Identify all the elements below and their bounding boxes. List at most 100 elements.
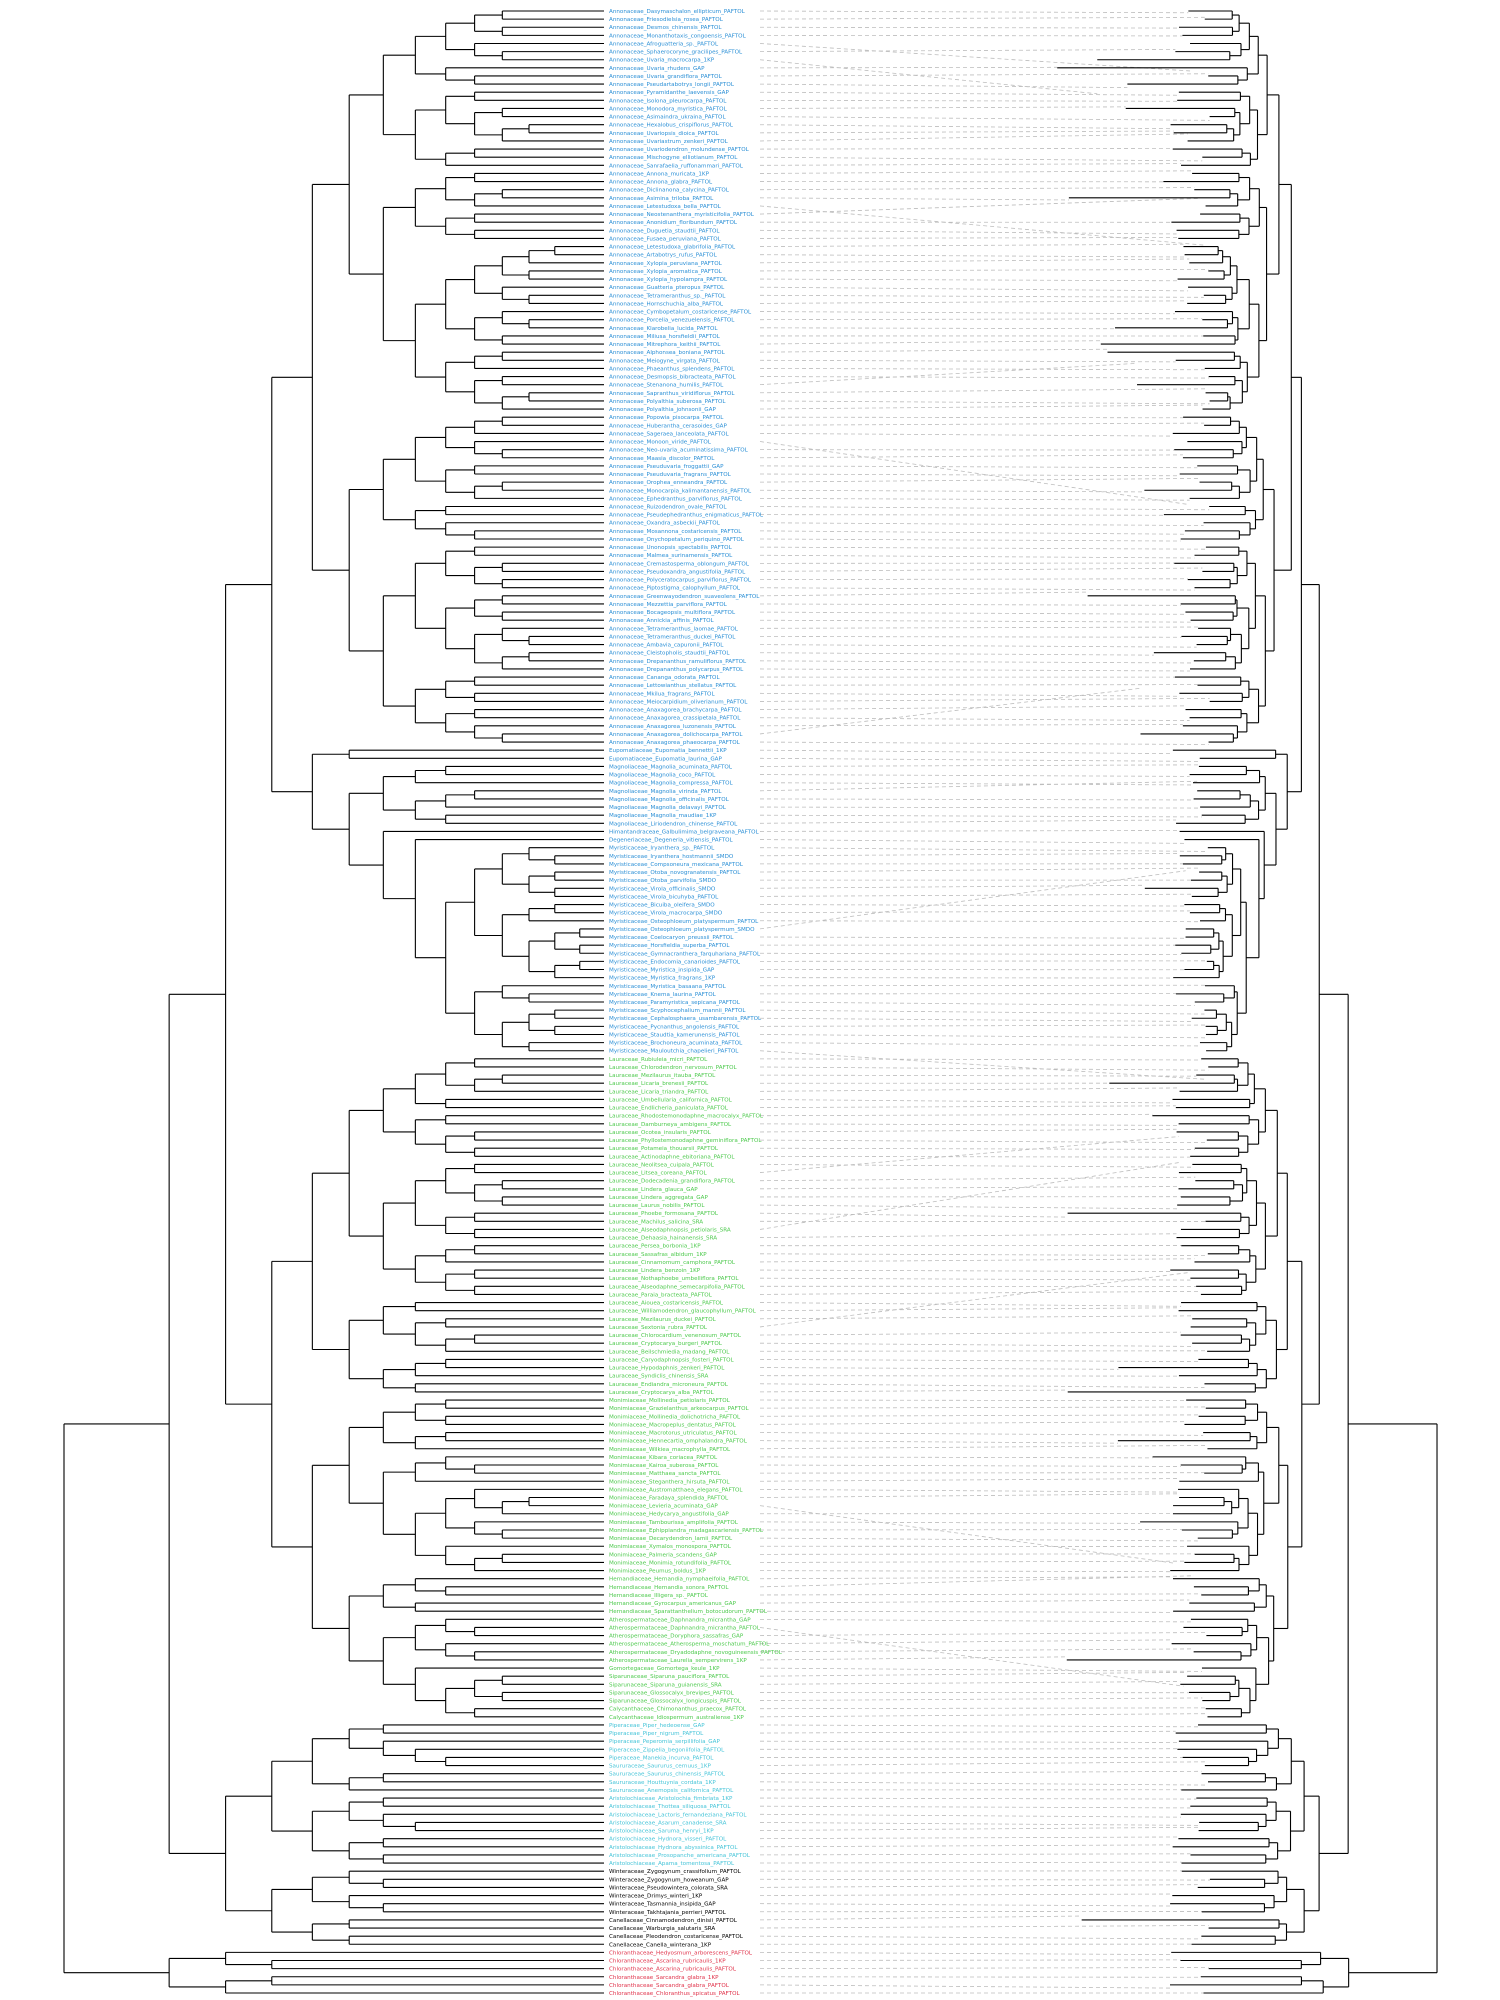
tangle-line [759, 1976, 1201, 1978]
tip-label: Atherospermataceae_Atherosperma_moschatu… [609, 1642, 770, 1648]
tip-label: Lauraceae_Dodecadenia_grandiflora_PAFTOL [609, 1179, 736, 1185]
tangle-line [759, 340, 1101, 345]
tip-label: Magnoliaceae_Magnolia_officinalis_PAFTOL [609, 797, 730, 803]
tangle-line [759, 300, 1188, 304]
tangle-line [759, 626, 1199, 629]
tip-label: Annonaceae_Onychopetalum_periquino_PAFTO… [609, 537, 745, 543]
tip-label: Aristolochiaceae_Hydnora_abyssinica_PAFT… [609, 1845, 738, 1851]
tip-label: Annonaceae_Desmos_chinensis_PAFTOL [609, 25, 722, 31]
tangle-line [759, 1302, 1182, 1307]
tip-label: Annonaceae_Annona_glabra_PAFTOL [609, 180, 713, 186]
tip-label: Annonaceae_Anonidium_floribundum_PAFTOL [609, 220, 738, 226]
tip-label: Winteraceae_Drimys_winteri_1KP [609, 1894, 703, 1900]
tangle-line [759, 1277, 1191, 1281]
tangle-line [759, 1383, 1205, 1388]
tangle-line [759, 546, 1206, 550]
tangle-line [759, 1123, 1179, 1126]
tip-label: Siparunaceae_Glossocalyx_brevipes_PAFTOL [609, 1690, 735, 1696]
tangle-line [759, 893, 1192, 897]
tip-label: Annonaceae_Mosannona_costaricensis_PAFTO… [609, 529, 742, 535]
tangle-line [759, 73, 1209, 77]
tangle-line [759, 1066, 1209, 1071]
tip-label: Lauraceae_Persea_borbonia_1KP [609, 1244, 701, 1250]
tip-label: Monimiaceae_Peumus_boldus_1KP [609, 1569, 706, 1575]
tip-label: Annonaceae_Cremastosperma_oblongum_PAFTO… [609, 561, 750, 567]
tangle-line [759, 10, 1189, 14]
tangle-line [759, 1935, 1202, 1940]
tip-label: Magnoliaceae_Magnolia_compressa_PAFTOL [609, 781, 734, 787]
tangle-line [759, 636, 1182, 638]
tangle-line [759, 644, 1197, 648]
tangle-line [759, 1697, 1203, 1701]
tangle-line [759, 1414, 1199, 1417]
tangle-line [759, 1493, 1180, 1498]
tangle-line [759, 1740, 1179, 1743]
tangle-line [759, 1656, 1067, 1661]
tip-label: Atherospermataceae_Daphnandra_micrantha_… [609, 1625, 761, 1631]
tip-label: Winteraceae_Takhtajania_perrieri_PAFTOL [609, 1910, 727, 1916]
tip-label: Monimiaceae_Decarydendron_lamii_PAFTOL [609, 1536, 733, 1542]
tip-label: Monimiaceae_Levieria_acuminata_GAP [609, 1504, 718, 1510]
tip-label: Annonaceae_Oxandra_asbeckii_PAFTOL [609, 521, 721, 527]
tip-label: Annonaceae_Tetrameranthus_duckei_PAFTOL [609, 634, 736, 640]
tip-label: Annonaceae_Uvariodendron_molundense_PAFT… [609, 147, 750, 153]
tip-label: Himantandraceae_Galbulimima_belgraveana_… [609, 829, 760, 835]
tip-label: Annonaceae_Pseuduvaria_froggattii_GAP [609, 464, 724, 470]
tip-label: Myristicaceae_Gymnacranthera_farquharian… [609, 951, 761, 957]
tip-label: Myristicaceae_Cephalosphaera_usambarensi… [609, 1016, 762, 1022]
tip-label: Annonaceae_Guatteria_pteropus_PAFTOL [609, 285, 725, 291]
tangle-line [759, 1570, 1171, 1573]
tip-label: Myristicaceae_Coelocaryon_preussii_PAFTO… [609, 935, 734, 941]
tangle-line [759, 538, 1181, 542]
tangle-line [759, 1805, 1191, 1809]
tip-label: Chloranthaceae_Hedyosmum_arborescens_PAF… [609, 1950, 753, 1956]
tip-label: Annonaceae_Pseudartabotrys_longii_PAFTOL [609, 82, 735, 88]
tip-label: Lauraceae_Mezilaurus_duckei_PAFTOL [609, 1317, 717, 1323]
tip-label: Annonaceae_Monanthotaxis_congoensis_PAFT… [609, 33, 747, 39]
tip-label: Annonaceae_Sageraea_lanceolata_PAFTOL [609, 431, 730, 437]
tangle-line [759, 1627, 1184, 1687]
tangle-line [759, 723, 1183, 727]
tangle-line [759, 1648, 1194, 1653]
tangle-line [759, 705, 1186, 710]
tangle-line [759, 1464, 1181, 1467]
tangle-line [759, 1001, 1195, 1007]
tangle-line [759, 16, 1205, 20]
tip-label: Hernandiaceae_Hernandia_sonora_PAFTOL [609, 1585, 729, 1591]
tip-label: Myristicaceae_Osteophloeum_platyspermum_… [609, 919, 759, 925]
tangle-line [759, 497, 1190, 501]
tangle-line [759, 156, 1203, 162]
tip-label: Lauraceae_Williamodendron_glaucophyllum_… [609, 1309, 757, 1315]
tip-label: Annonaceae_Friesodielsia_rosea_PAFTOL [609, 17, 724, 23]
tip-label: Lauraceae_Alseodaphne_semecarpifolia_PAF… [609, 1284, 746, 1290]
tip-label: Annonaceae_Anaxagorea_phaeocarpa_PAFTOL [609, 740, 741, 746]
tip-label: Monimiaceae_Xymalos_monospora_PAFTOL [609, 1544, 732, 1550]
tip-label: Lauraceae_Neolitsea_cuipala_PAFTOL [609, 1162, 715, 1168]
tangle-line [759, 1456, 1153, 1459]
tangle-line [759, 133, 1188, 142]
tangle-line [759, 163, 1181, 166]
tangle-line [759, 1128, 1177, 1133]
tip-label: Piperaceae_Piper_nigrum_PAFTOL [609, 1731, 704, 1737]
tangle-line [759, 34, 1183, 37]
tip-label: Annonaceae_Diclinanona_calycina_PAFTOL [609, 188, 730, 194]
tip-label: Myristicaceae_Knema_laurina_PAFTOL [609, 992, 717, 998]
tip-label: Annonaceae_Hornschuchia_alba_PAFTOL [609, 301, 724, 307]
tangle-line [759, 197, 1201, 215]
tangle-line [759, 1893, 1173, 1896]
tangle-line [759, 1853, 1191, 1856]
tangle-line [759, 952, 1182, 956]
tangle-line [759, 530, 1185, 535]
tangle-line [759, 1836, 1179, 1840]
tangle-line [759, 830, 1180, 832]
tip-label: Annonaceae_Letestudoxa_bella_PAFTOL [609, 204, 722, 210]
tip-label: Eupomatiaceae_Eupomatia_bennettii_1KP [609, 748, 727, 754]
tangle-line [759, 404, 1203, 410]
tip-label: Annonaceae_Mkilua_fragrans_PAFTOL [609, 691, 715, 697]
tangle-line [759, 454, 1183, 459]
tangle-line [759, 269, 1209, 272]
tip-label: Annonaceae_Orophea_enneandra_PAFTOL [609, 480, 728, 486]
tangle-line [759, 278, 1178, 282]
tip-label: Lauraceae_Lindera_glauca_GAP [609, 1187, 698, 1193]
tangle-line [759, 1861, 1182, 1864]
